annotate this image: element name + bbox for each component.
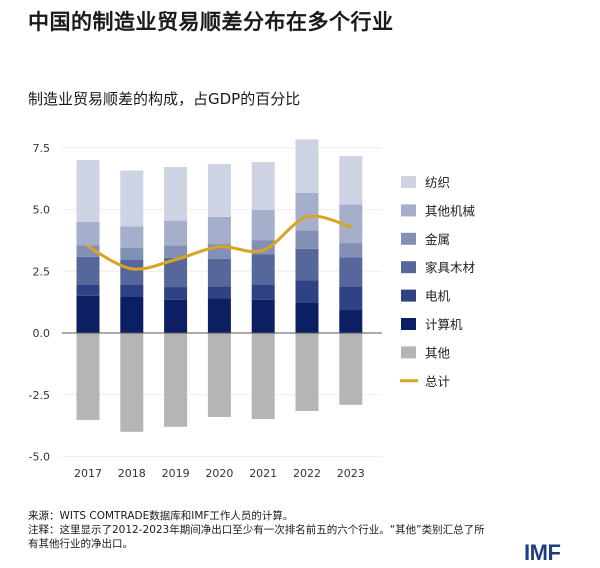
- bar-segment: [339, 204, 363, 244]
- bar-segment: [339, 333, 363, 405]
- x-tick-label: 2019: [162, 467, 190, 480]
- y-tick-label: -2.5: [29, 389, 50, 402]
- footnotes: 来源：WITS COMTRADE数据库和IMF工作人员的计算。 注释：这里显示了…: [28, 509, 488, 551]
- bar-segment: [164, 245, 188, 258]
- bar-segment: [339, 257, 363, 287]
- legend-label: 总计: [425, 374, 450, 389]
- legend-swatch: [401, 176, 416, 188]
- legend-label: 纺织: [425, 175, 450, 190]
- y-tick-label: 7.5: [33, 142, 51, 155]
- bar-segment: [120, 170, 144, 227]
- source-note: 来源：WITS COMTRADE数据库和IMF工作人员的计算。: [28, 510, 294, 522]
- legend-swatch: [401, 346, 416, 359]
- legend-swatch: [401, 318, 416, 330]
- bar-segment: [339, 156, 363, 205]
- legend-label: 金属: [425, 232, 450, 247]
- x-tick-label: 2023: [337, 467, 365, 480]
- legend-label: 其他机械: [425, 203, 476, 218]
- chart-title: 中国的制造业贸易顺差分布在多个行业: [28, 10, 394, 34]
- bar-segment: [207, 298, 231, 333]
- x-tick-label: 2017: [74, 467, 102, 480]
- legend-label: 计算机: [425, 317, 463, 332]
- bar-segment: [76, 256, 100, 285]
- bar-segment: [120, 296, 144, 333]
- bar-segment: [251, 299, 275, 333]
- bar-segment: [120, 284, 144, 297]
- y-tick-label: 2.5: [33, 265, 51, 278]
- x-tick-label: 2022: [293, 467, 321, 480]
- legend-swatch: [401, 232, 416, 245]
- legend-label: 电机: [425, 289, 451, 304]
- imf-logo: IMF: [524, 540, 561, 565]
- bar-segment: [76, 221, 100, 246]
- bar-segment: [295, 302, 319, 333]
- explanatory-note: 注释：这里显示了2012-2023年期间净出口至少有一次排名前五的六个行业。“其…: [28, 524, 485, 550]
- bar-segment: [295, 230, 319, 249]
- bar-segment: [120, 333, 144, 432]
- bar-segment: [207, 216, 231, 245]
- y-tick-label: 0.0: [33, 327, 51, 340]
- bar-segment: [207, 258, 231, 287]
- bar-segment: [207, 286, 231, 299]
- bar-segment: [120, 226, 144, 248]
- bar-segment: [76, 245, 100, 257]
- chart-subtitle: 制造业贸易顺差的构成，占GDP的百分比: [28, 90, 301, 108]
- bar-segment: [251, 209, 275, 241]
- bar-segment: [339, 286, 363, 311]
- bar-segment: [207, 333, 231, 417]
- bar-segment: [251, 284, 275, 300]
- x-tick-label: 2018: [118, 467, 146, 480]
- bar-segment: [76, 295, 100, 333]
- bar-segment: [339, 243, 363, 258]
- bar-segment: [164, 257, 188, 288]
- y-tick-label: -5.0: [29, 451, 50, 464]
- legend-label: 其他: [425, 345, 451, 360]
- bar-segment: [295, 248, 319, 281]
- bar-segment: [295, 192, 319, 231]
- x-tick-label: 2021: [249, 467, 277, 480]
- stacked-bar-chart: -5.0 -2.5 0.0 2.5 5.0 7.5 2017 2018 2019 2020 2021…: [29, 139, 476, 480]
- bar-segment: [164, 287, 188, 300]
- bar-segment: [164, 167, 188, 221]
- bar-segment: [76, 160, 100, 222]
- bar-segment: [76, 284, 100, 296]
- legend-swatch: [401, 204, 416, 217]
- bar-segment: [120, 247, 144, 260]
- bar-segment: [295, 333, 319, 412]
- bar-segment: [339, 310, 363, 333]
- legend-swatch: [401, 289, 416, 302]
- bar-segment: [164, 333, 188, 427]
- bar-segment: [295, 280, 319, 303]
- bar-segment: [251, 162, 275, 210]
- y-tick-label: 5.0: [33, 204, 51, 217]
- bar-segment: [207, 164, 231, 217]
- bar-segment: [120, 259, 144, 285]
- total-line: [86, 214, 353, 271]
- bar-segment: [295, 139, 319, 193]
- bar-segment: [251, 254, 275, 285]
- bar-segment: [164, 220, 188, 246]
- legend-swatch: [401, 261, 416, 274]
- bar-segment: [251, 333, 275, 419]
- x-tick-label: 2020: [205, 467, 233, 480]
- legend-label: 家具木材: [425, 260, 475, 275]
- bar-segment: [164, 299, 188, 333]
- bar-segment: [76, 333, 100, 420]
